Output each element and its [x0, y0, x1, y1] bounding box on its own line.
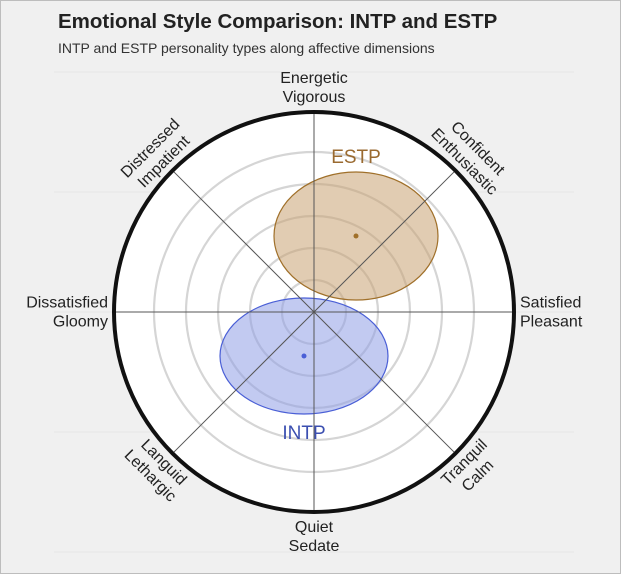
- intp-label: INTP: [282, 423, 325, 444]
- chart-title: Emotional Style Comparison: INTP and EST…: [58, 10, 498, 33]
- axis-label: Pleasant: [520, 314, 583, 331]
- axis-label: Gloomy: [53, 314, 108, 331]
- outer-ring: [112, 110, 516, 514]
- axis-line: [313, 311, 456, 454]
- axis-label: Dissatisfied: [26, 295, 108, 312]
- axis-label: Satisfied: [520, 295, 581, 312]
- intp-center-point: [301, 353, 307, 359]
- axis-label-group: Quiet Sedate: [289, 519, 340, 555]
- axis-label-group: Satisfied Pleasant: [520, 295, 583, 331]
- axis-label: Quiet: [295, 519, 334, 536]
- axis-line: [172, 170, 315, 313]
- axis-label: Sedate: [289, 538, 340, 555]
- axis-label: Energetic: [280, 70, 348, 87]
- axis-label-group: Dissatisfied Gloomy: [26, 295, 108, 331]
- chart-subtitle: INTP and ESTP personality types along af…: [58, 40, 435, 56]
- estp-label: ESTP: [331, 147, 381, 168]
- axis-label: Vigorous: [283, 89, 346, 106]
- estp-center-point: [353, 233, 359, 239]
- axis-line: [313, 170, 456, 313]
- axis-line: [172, 311, 315, 454]
- axis-label-group: Energetic Vigorous: [280, 70, 348, 106]
